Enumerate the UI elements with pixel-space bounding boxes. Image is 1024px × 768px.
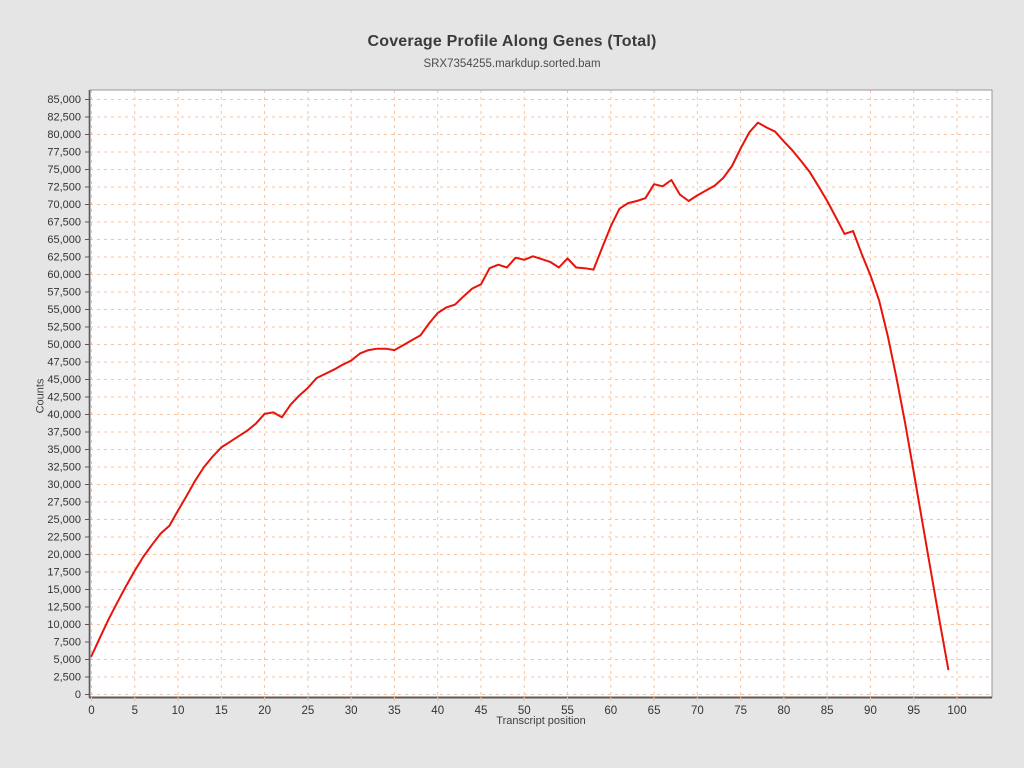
x-tick-label: 95 <box>907 705 920 717</box>
x-tick-label: 40 <box>431 705 444 717</box>
x-tick-label: 35 <box>388 705 401 717</box>
x-tick-label: 70 <box>691 705 704 717</box>
y-tick-label: 10,000 <box>47 619 81 631</box>
x-tick-label: 45 <box>475 705 488 717</box>
y-tick-label: 42,500 <box>47 392 81 404</box>
y-tick-label: 7,500 <box>53 637 81 649</box>
x-tick-label: 0 <box>88 705 94 717</box>
y-tick-label: 17,500 <box>47 567 81 579</box>
y-tick-label: 27,500 <box>47 497 81 509</box>
y-tick-label: 32,500 <box>47 462 81 474</box>
y-tick-label: 12,500 <box>47 602 81 614</box>
x-tick-label: 50 <box>518 705 531 717</box>
x-axis-label: Transcript position <box>496 715 586 727</box>
y-tick-label: 85,000 <box>47 94 81 106</box>
x-tick-label: 80 <box>778 705 791 717</box>
y-tick-label: 60,000 <box>47 269 81 281</box>
y-tick-label: 65,000 <box>47 234 81 246</box>
x-tick-label: 85 <box>821 705 834 717</box>
y-tick-label: 40,000 <box>47 409 81 421</box>
y-tick-label: 80,000 <box>47 129 81 141</box>
x-tick-label: 5 <box>132 705 138 717</box>
x-ticks <box>91 697 958 702</box>
y-tick-label: 77,500 <box>47 147 81 159</box>
y-tick-label: 72,500 <box>47 182 81 194</box>
y-tick-label: 2,500 <box>53 672 81 684</box>
y-tick-label: 22,500 <box>47 532 81 544</box>
coverage-line <box>90 121 950 671</box>
y-tick-labels: 0 2,500 5,000 7,500 10,000 12,500 15,000 17,500… <box>47 94 81 701</box>
y-tick-label: 57,500 <box>47 287 81 299</box>
y-tick-label: 55,000 <box>47 304 81 316</box>
y-tick-label: 70,000 <box>47 199 81 211</box>
y-tick-label: 67,500 <box>47 217 81 229</box>
x-tick-label: 20 <box>258 705 271 717</box>
x-tick-label: 75 <box>734 705 747 717</box>
y-tick-label: 0 <box>75 689 81 701</box>
y-tick-label: 50,000 <box>47 339 81 351</box>
x-tick-label: 30 <box>345 705 358 717</box>
y-ticks <box>85 99 89 695</box>
plot-background <box>90 90 992 697</box>
chart-subtitle: SRX7354255.markdup.sorted.bam <box>423 58 601 70</box>
y-tick-label: 52,500 <box>47 322 81 334</box>
y-tick-label: 37,500 <box>47 427 81 439</box>
y-tick-label: 82,500 <box>47 112 81 124</box>
y-tick-label: 47,500 <box>47 357 81 369</box>
x-tick-label: 15 <box>215 705 228 717</box>
x-tick-label: 25 <box>301 705 314 717</box>
y-tick-label: 5,000 <box>53 654 81 666</box>
gridlines <box>90 90 992 697</box>
x-tick-label: 55 <box>561 705 574 717</box>
y-tick-label: 35,000 <box>47 444 81 456</box>
x-tick-label: 100 <box>947 705 966 717</box>
chart-title: Coverage Profile Along Genes (Total) <box>367 33 657 50</box>
y-tick-label: 25,000 <box>47 514 81 526</box>
y-tick-label: 45,000 <box>47 374 81 386</box>
x-tick-labels: 0 5 10 15 20 25 30 35 40 45 50 55 60 65 70 75 80 85 90 95 10… <box>88 705 966 717</box>
x-tick-label: 90 <box>864 705 877 717</box>
x-tick-label: 60 <box>604 705 617 717</box>
y-tick-label: 15,000 <box>47 584 81 596</box>
y-tick-label: 30,000 <box>47 479 81 491</box>
y-tick-label: 75,000 <box>47 164 81 176</box>
x-tick-label: 10 <box>172 705 185 717</box>
x-tick-label: 65 <box>648 705 661 717</box>
y-tick-label: 62,500 <box>47 252 81 264</box>
y-tick-label: 20,000 <box>47 549 81 561</box>
